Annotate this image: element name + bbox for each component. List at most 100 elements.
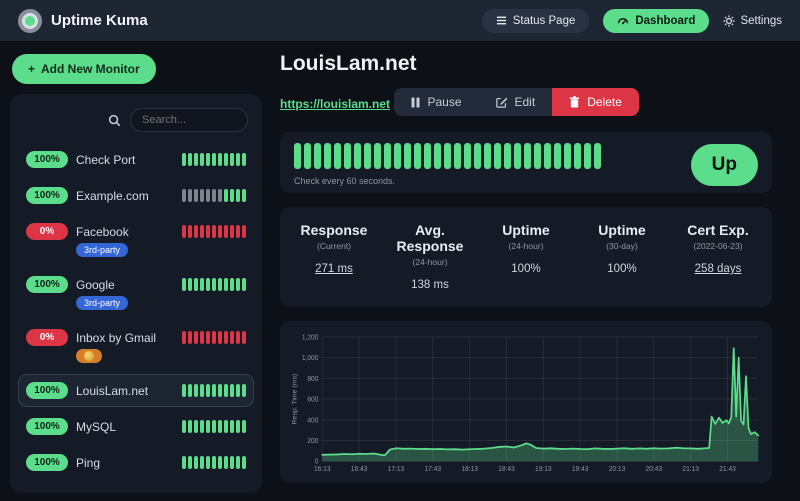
- tag-badge: 3rd-party: [76, 296, 129, 310]
- sidebar-item-facebook[interactable]: 0% Facebook 3rd-party: [18, 215, 254, 265]
- heartbeat-bar: [212, 225, 216, 238]
- heartbeat-bar: [464, 143, 471, 169]
- sidebar-item-mysql[interactable]: 100% MySQL: [18, 410, 254, 443]
- monitor-info: Google 3rd-party: [76, 276, 129, 310]
- heartbeat-bar: [200, 456, 204, 469]
- status-page-label: Status Page: [512, 14, 576, 27]
- tag-line: [76, 349, 156, 363]
- heartbeat-bar-small: [182, 384, 246, 397]
- svg-text:20:13: 20:13: [609, 466, 626, 473]
- search-input[interactable]: [130, 108, 248, 132]
- heartbeat-bar: [404, 143, 411, 169]
- edit-button[interactable]: Edit: [478, 88, 553, 116]
- heartbeat-bar: [194, 189, 198, 202]
- brand[interactable]: Uptime Kuma: [18, 8, 148, 33]
- heartbeat-bar: [494, 143, 501, 169]
- svg-text:17:13: 17:13: [388, 466, 405, 473]
- gauge-icon: [617, 15, 629, 27]
- heartbeat-bar: [188, 153, 192, 166]
- trash-icon: [569, 96, 580, 108]
- svg-text:400: 400: [307, 417, 318, 424]
- heartbeat-bar: [218, 420, 222, 433]
- heartbeat-bar: [230, 331, 234, 344]
- stat-value[interactable]: 258 days: [694, 263, 742, 275]
- heartbeat-bar: [224, 189, 228, 202]
- svg-text:16:43: 16:43: [351, 466, 368, 473]
- sidebar-item-check-port[interactable]: 100% Check Port: [18, 143, 254, 176]
- response-time-chart[interactable]: 0 200 400 600 800 1,000 1,200 16:13 16:43 17:13 17…: [280, 321, 772, 483]
- stats-card: Response (Current) 271 ms Avg. Response (24-…: [280, 207, 772, 307]
- heartbeat-bar: [218, 384, 222, 397]
- sidebar-item-ping[interactable]: 100% Ping: [18, 446, 254, 479]
- settings-label: Settings: [740, 14, 782, 27]
- heartbeat-bar: [194, 225, 198, 238]
- heartbeat-bar: [182, 189, 186, 202]
- gear-icon: [723, 14, 736, 27]
- sidebar-item-inbox-by-gmail[interactable]: 0% Inbox by Gmail: [18, 321, 254, 371]
- monitor-info: MySQL: [76, 418, 116, 434]
- heartbeat-bar-small: [182, 420, 246, 433]
- heartbeat-bar: [434, 143, 441, 169]
- heartbeat-bar: [188, 384, 192, 397]
- heartbeat-bar: [230, 278, 234, 291]
- heartbeat-bar: [206, 456, 210, 469]
- heartbeat-bar: [304, 143, 311, 169]
- heartbeat-bar: [224, 384, 228, 397]
- sidebar-item-louislam-net[interactable]: 100% LouisLam.net: [18, 374, 254, 407]
- heartbeat-bar: [200, 384, 204, 397]
- svg-text:21:13: 21:13: [682, 466, 699, 473]
- heartbeat-bar: [200, 225, 204, 238]
- heartbeat-bar: [200, 189, 204, 202]
- heartbeat-bar: [444, 143, 451, 169]
- edit-label: Edit: [514, 95, 536, 109]
- heartbeat-bar: [200, 420, 204, 433]
- heartbeat-bar: [484, 143, 491, 169]
- main-content: LouisLam.net https://louislam.net Pause …: [266, 42, 800, 501]
- status-card-left: Check every 60 seconds.: [294, 143, 679, 186]
- stat-value[interactable]: 271 ms: [315, 263, 353, 275]
- stat-label: Response: [300, 222, 368, 238]
- svg-text:800: 800: [307, 376, 318, 383]
- chart-canvas[interactable]: 0 200 400 600 800 1,000 1,200 16:13 16:43 17:13 17…: [288, 329, 764, 479]
- monitor-url-link[interactable]: https://louislam.net: [280, 96, 391, 111]
- stat-value: 100%: [511, 263, 541, 275]
- search-row: [18, 102, 254, 140]
- heartbeat-bar: [206, 189, 210, 202]
- stat-label: Uptime: [598, 222, 646, 238]
- heartbeat-bar: [194, 456, 198, 469]
- heartbeat-bar: [206, 384, 210, 397]
- heartbeat-bar: [194, 153, 198, 166]
- add-new-monitor-button[interactable]: + Add New Monitor: [12, 54, 156, 84]
- sidebar-item-google[interactable]: 100% Google 3rd-party: [18, 268, 254, 318]
- heartbeat-bar: [182, 278, 186, 291]
- settings-button[interactable]: Settings: [723, 15, 782, 27]
- heartbeat-bar: [230, 384, 234, 397]
- tag-line: 3rd-party: [76, 243, 129, 257]
- status-page-button[interactable]: Status Page: [481, 8, 590, 33]
- heartbeat-bar: [200, 153, 204, 166]
- heartbeat-bar: [242, 225, 246, 238]
- pause-button[interactable]: Pause: [394, 88, 479, 116]
- sidebar: + Add New Monitor 100% Check Port 100% Exam…: [0, 42, 266, 501]
- dashboard-button[interactable]: Dashboard: [603, 8, 710, 33]
- heartbeat-bar-small: [182, 456, 246, 469]
- sidebar-item-example-com[interactable]: 100% Example.com: [18, 179, 254, 212]
- svg-text:16:13: 16:13: [314, 466, 331, 473]
- heartbeat-bar: [544, 143, 551, 169]
- plus-icon: +: [28, 62, 36, 76]
- heartbeat-bar: [206, 153, 210, 166]
- monitor-name: Inbox by Gmail: [76, 331, 157, 345]
- heartbeat-bar: [242, 331, 246, 344]
- stat-uptime-30-day: Uptime (30-day) 100%: [574, 222, 670, 291]
- delete-button[interactable]: Delete: [552, 88, 639, 116]
- monitor-name: MySQL: [76, 420, 117, 434]
- svg-text:600: 600: [307, 396, 318, 403]
- heartbeat-bar: [182, 331, 186, 344]
- heartbeat-bar: [200, 278, 204, 291]
- heartbeat-bar: [218, 225, 222, 238]
- heartbeat-bar: [334, 143, 341, 169]
- heartbeat-bar-small: [182, 153, 246, 166]
- heartbeat-bar: [524, 143, 531, 169]
- heartbeat-bar: [242, 189, 246, 202]
- stat-label: Avg. Response: [396, 222, 464, 254]
